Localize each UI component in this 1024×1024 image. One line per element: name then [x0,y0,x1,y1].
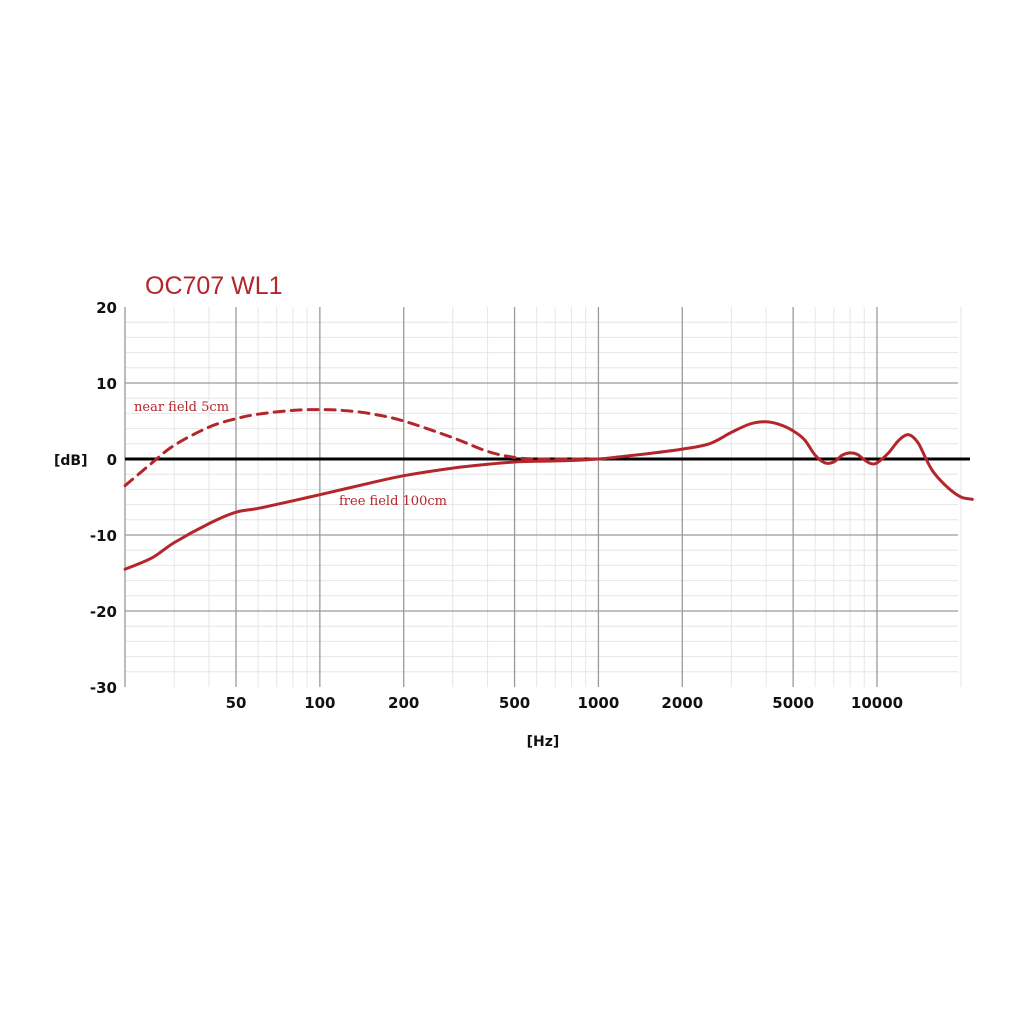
x-tick-label: 10000 [851,694,903,712]
y-tick-label: 10 [96,375,117,393]
x-tick-label: 500 [499,694,530,712]
series-line-near-field [123,408,600,488]
series-label-free-field: free field 100cm [339,494,447,509]
series-label-near-field: near field 5cm [134,400,229,415]
chart-title: OC707 WL1 [145,272,283,300]
x-tick-label: 50 [226,694,247,712]
x-axis-label: [Hz] [527,734,560,750]
x-axis-ticks: 50 100 200 500 1000 2000 5000 10000 [226,694,904,712]
x-tick-label: 5000 [772,694,814,712]
series-line-free-field [123,420,974,571]
y-tick-label: -10 [90,527,117,545]
x-tick-label: 200 [388,694,419,712]
y-tick-label: 20 [96,299,117,317]
x-tick-label: 1000 [578,694,620,712]
y-axis-ticks: 20 10 0 -10 -20 -30 [90,299,117,697]
y-tick-label: -20 [90,603,117,621]
y-tick-label: 0 [107,451,117,469]
y-tick-label: -30 [90,679,117,697]
major-grid [124,307,958,687]
minor-grid [124,307,962,687]
y-axis-label: [dB] [54,453,88,469]
x-tick-label: 100 [304,694,335,712]
x-tick-label: 2000 [661,694,703,712]
